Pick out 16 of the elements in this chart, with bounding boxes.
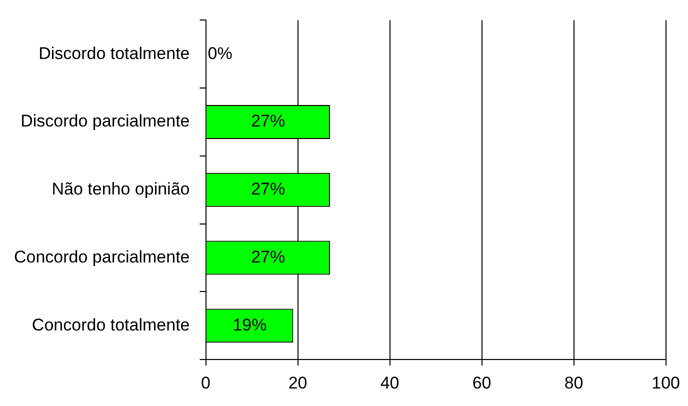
x-tick-label: 100	[652, 373, 680, 392]
x-tick-label: 40	[380, 373, 400, 392]
data-label: 27%	[251, 180, 286, 199]
y-tick-label: Não tenho opinião	[52, 180, 190, 199]
x-tick-label: 0	[201, 373, 210, 392]
x-tick-label: 60	[472, 373, 492, 392]
data-label: 27%	[251, 247, 286, 266]
data-label: 19%	[232, 315, 267, 334]
x-tick-label: 20	[288, 373, 308, 392]
y-tick-label: Discordo parcialmente	[20, 112, 190, 131]
y-tick-label: Discordo totalmente	[38, 44, 190, 63]
y-tick-label: Concordo parcialmente	[14, 247, 190, 266]
y-tick-label: Concordo totalmente	[32, 315, 190, 334]
x-tick-label: 80	[564, 373, 584, 392]
data-label: 27%	[251, 112, 286, 131]
data-label: 0%	[208, 44, 232, 63]
